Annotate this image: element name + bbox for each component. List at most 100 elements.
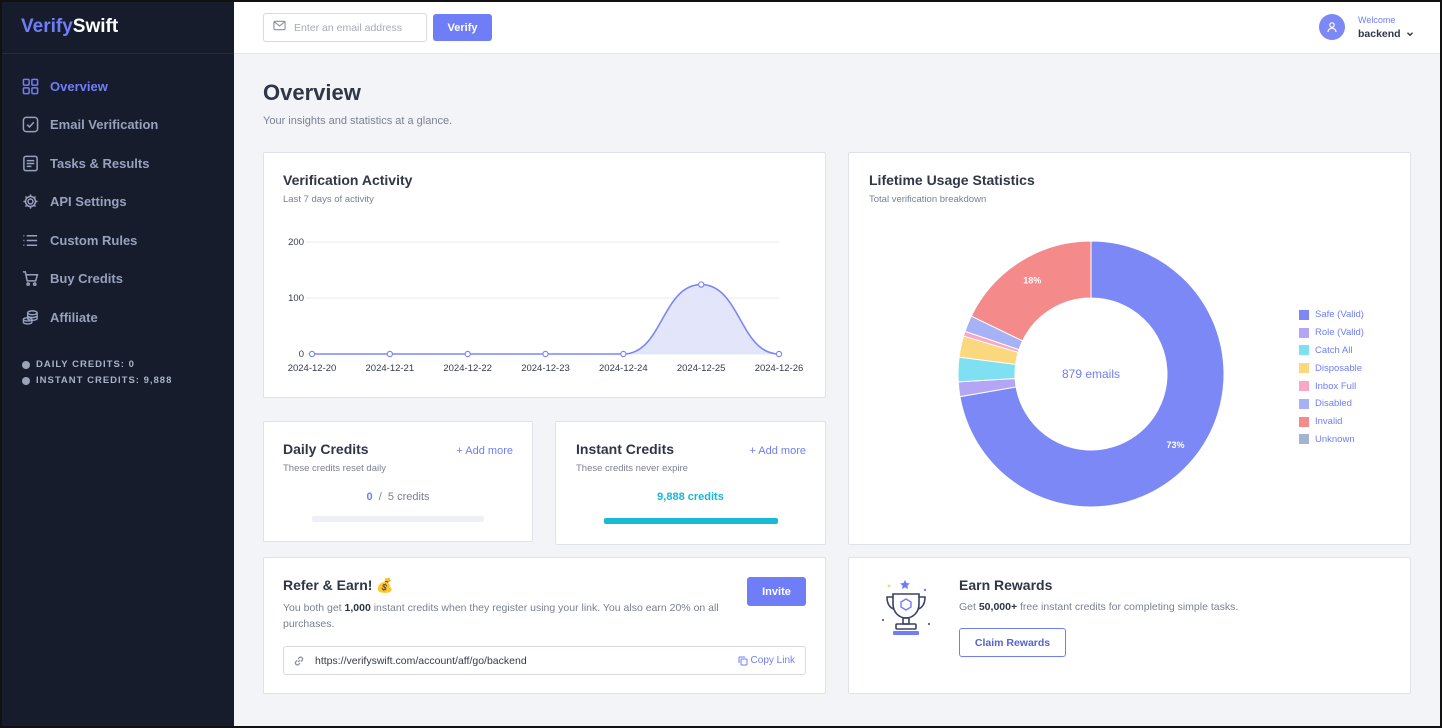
cart-icon xyxy=(22,270,39,287)
verification-activity-card: Verification Activity Last 7 days of act… xyxy=(263,152,826,398)
rewards-text-1: Get xyxy=(959,601,979,613)
data-point[interactable] xyxy=(386,350,394,358)
legend-label: Unknown xyxy=(1315,433,1355,445)
rewards-title: Earn Rewards xyxy=(959,577,1053,593)
verify-button[interactable]: Verify xyxy=(433,14,492,41)
data-point[interactable] xyxy=(775,350,783,358)
data-point[interactable] xyxy=(620,350,627,358)
daily-credit-count: 0 / 5 credits xyxy=(264,491,532,503)
slice-data-label: 18% xyxy=(1023,275,1041,285)
activity-subtitle: Last 7 days of activity xyxy=(283,194,374,205)
grid-icon xyxy=(22,78,39,95)
coins-icon xyxy=(22,309,39,326)
referral-url[interactable]: https://verifyswift.com/account/aff/go/b… xyxy=(315,654,527,667)
sidebar-credits: DAILY CREDITS: 0 INSTANT CREDITS: 9,888 xyxy=(0,357,234,389)
legend-item[interactable]: Invalid xyxy=(1299,413,1364,431)
user-info[interactable]: Welcome backend xyxy=(1358,15,1415,40)
avatar[interactable] xyxy=(1319,14,1345,40)
sidebar-item-buy-credits[interactable]: Buy Credits xyxy=(0,260,234,299)
legend-swatch xyxy=(1299,381,1309,392)
email-input[interactable] xyxy=(294,21,419,34)
legend-label: Inbox Full xyxy=(1315,380,1357,392)
daily-title: Daily Credits xyxy=(283,441,369,457)
legend-label: Invalid xyxy=(1315,416,1343,428)
legend-item[interactable]: Disabled xyxy=(1299,395,1364,413)
area-fill xyxy=(312,284,779,354)
legend-swatch xyxy=(1299,327,1309,338)
money-bag-icon: 💰 xyxy=(376,577,394,593)
donut-slice[interactable] xyxy=(959,240,1225,508)
welcome-label: Welcome xyxy=(1358,14,1396,25)
sidebar-item-label: Email Verification xyxy=(50,117,159,133)
refer-earn-card: Refer & Earn! 💰 You both get 1,000 insta… xyxy=(263,557,826,694)
logo[interactable]: Verify Swift xyxy=(0,0,234,54)
referral-link-box[interactable]: https://verifyswift.com/account/aff/go/b… xyxy=(283,646,806,675)
daily-used: 0 xyxy=(366,491,373,503)
instant-subtitle: These credits never expire xyxy=(576,463,688,474)
sidebar-item-label: Tasks & Results xyxy=(50,155,150,171)
instant-progress-fill xyxy=(604,518,778,524)
username-dropdown[interactable]: backend xyxy=(1358,28,1415,40)
sidebar-item-label: Buy Credits xyxy=(50,271,123,287)
sidebar-nav: Overview Email Verification Tasks & Resu… xyxy=(0,54,234,337)
legend-swatch xyxy=(1299,363,1309,374)
refer-description: You both get 1,000 instant credits when … xyxy=(283,600,733,632)
legend-label: Safe (Valid) xyxy=(1315,309,1364,321)
copy-link-label: Copy Link xyxy=(750,655,795,666)
legend-item[interactable]: Disposable xyxy=(1299,359,1364,377)
sidebar-item-label: API Settings xyxy=(50,194,127,210)
legend-item[interactable]: Catch All xyxy=(1299,342,1364,360)
coin-icon xyxy=(22,376,30,385)
y-tick-label: 200 xyxy=(288,237,304,248)
x-tick-label: 2024-12-24 xyxy=(599,363,648,374)
rewards-text-bold: 50,000+ xyxy=(978,601,1018,613)
sidebar-item-label: Affiliate xyxy=(50,309,98,325)
sidebar-item-api-settings[interactable]: API Settings xyxy=(0,183,234,222)
sidebar-item-label: Overview xyxy=(50,78,108,94)
rewards-description: Get 50,000+ free instant credits for com… xyxy=(959,601,1238,613)
check-square-icon xyxy=(22,116,39,133)
sidebar-item-custom-rules[interactable]: Custom Rules xyxy=(0,221,234,260)
x-tick-label: 2024-12-26 xyxy=(755,363,804,374)
sidebar-item-tasks-results[interactable]: Tasks & Results xyxy=(0,144,234,183)
instant-add-more-link[interactable]: + Add more xyxy=(749,445,806,457)
series-line xyxy=(312,283,780,355)
trophy-icon xyxy=(882,580,930,635)
refer-text-2: instant credits when they register using… xyxy=(283,602,719,630)
daily-separator: / xyxy=(378,491,382,503)
rewards-text-2: free instant credits for completing simp… xyxy=(1017,601,1239,613)
legend-item[interactable]: Role (Valid) xyxy=(1299,324,1364,342)
sidebar-item-affiliate[interactable]: Affiliate xyxy=(0,298,234,337)
user-menu[interactable]: Welcome backend xyxy=(1319,14,1415,40)
slice-data-label: 73% xyxy=(1167,440,1185,450)
sidebar-item-email-verification[interactable]: Email Verification xyxy=(0,106,234,145)
sidebar-item-overview[interactable]: Overview xyxy=(0,67,234,106)
document-icon xyxy=(22,155,39,172)
invite-button[interactable]: Invite xyxy=(747,577,806,606)
legend-item[interactable]: Unknown xyxy=(1299,431,1364,449)
refer-text-1: You both get xyxy=(283,602,345,614)
data-point[interactable] xyxy=(697,281,705,288)
data-point[interactable] xyxy=(464,350,471,358)
claim-rewards-button[interactable]: Claim Rewards xyxy=(959,628,1066,657)
sidebar-daily-credits: DAILY CREDITS: 0 xyxy=(22,357,234,373)
legend-item[interactable]: Inbox Full xyxy=(1299,377,1364,395)
instant-credits-text: INSTANT CREDITS: 9,888 xyxy=(36,375,173,386)
legend-item[interactable]: Safe (Valid) xyxy=(1299,306,1364,324)
sidebar-item-label: Custom Rules xyxy=(50,232,138,248)
y-tick-label: 0 xyxy=(299,349,304,360)
copy-link-button[interactable]: Copy Link xyxy=(738,655,795,666)
daily-add-more-link[interactable]: + Add more xyxy=(456,445,513,457)
page-subtitle: Your insights and statistics at a glance… xyxy=(263,115,453,127)
data-point[interactable] xyxy=(308,350,316,358)
email-input-wrapper[interactable] xyxy=(263,13,427,42)
logo-part-verify: Verify xyxy=(21,15,73,37)
data-point[interactable] xyxy=(542,350,549,358)
sidebar-instant-credits: INSTANT CREDITS: 9,888 xyxy=(22,373,234,389)
instant-progress-bar xyxy=(604,518,778,524)
lifetime-subtitle: Total verification breakdown xyxy=(869,194,987,205)
donut-slice[interactable] xyxy=(970,240,1092,342)
daily-subtitle: These credits reset daily xyxy=(283,463,386,474)
link-icon xyxy=(294,656,304,665)
donut-chart: 73% 18% 879 emails xyxy=(957,240,1225,508)
